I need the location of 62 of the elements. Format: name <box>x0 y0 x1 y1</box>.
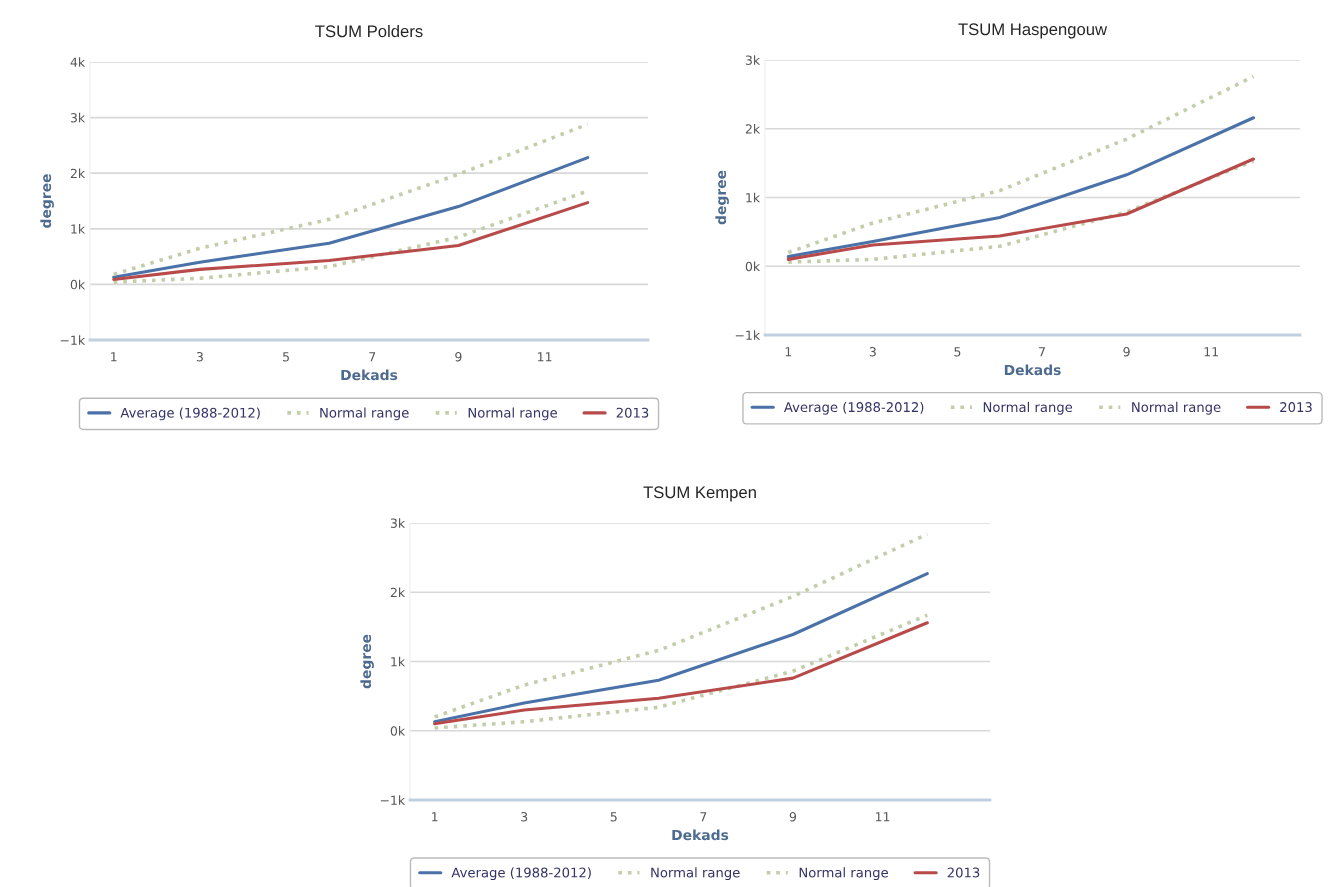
x-tick-label: 3 <box>196 352 203 362</box>
legend-label: Average (1988-2012) <box>120 407 260 421</box>
y-tick-label: 2k <box>70 168 86 178</box>
y-axis-title: degree <box>360 634 374 689</box>
legend-label: Normal range <box>468 407 557 421</box>
x-tick-label: 9 <box>789 812 797 822</box>
y-tick-label: 0k <box>390 726 406 736</box>
line-series <box>786 74 1256 255</box>
x-axis-title: Dekads <box>1004 364 1061 376</box>
x-axis-title: Dekads <box>672 829 729 841</box>
legend-label: Normal range <box>983 401 1073 415</box>
legend-label: Average (1988-2012) <box>783 401 924 415</box>
x-tick-label: 11 <box>1204 347 1218 357</box>
chart-title: TSUM Haspengouw <box>958 23 1108 39</box>
chart-title: TSUM Polders <box>315 24 423 38</box>
legend-label: 2013 <box>947 867 980 878</box>
y-tick-label: 2k <box>745 124 761 134</box>
x-tick-label: 7 <box>369 352 376 362</box>
x-tick-label: 5 <box>954 347 961 357</box>
legend-label: Normal range <box>320 407 409 421</box>
y-tick-label: 4k <box>70 57 86 67</box>
y-tick-label: −1k <box>60 335 86 345</box>
x-tick-label: 1 <box>111 352 117 362</box>
y-tick-label: 2k <box>390 587 406 597</box>
x-tick-label: 11 <box>875 812 890 822</box>
y-tick-label: 0k <box>70 279 86 290</box>
y-tick-label: 1k <box>391 656 406 667</box>
x-tick-label: 11 <box>538 352 552 362</box>
x-tick-label: 1 <box>432 812 438 822</box>
legend-label: Normal range <box>1132 401 1221 415</box>
y-tick-label: 3k <box>70 112 86 123</box>
line-series <box>112 156 590 279</box>
y-tick-label: 1k <box>71 224 86 234</box>
y-tick-label: 1k <box>746 192 761 203</box>
line-series <box>786 116 1256 259</box>
x-tick-label: 7 <box>1039 347 1045 357</box>
x-tick-label: 3 <box>521 812 528 822</box>
line-series <box>433 572 929 724</box>
x-tick-label: 9 <box>455 352 462 362</box>
y-tick-label: 3k <box>745 55 761 65</box>
x-tick-label: 3 <box>869 347 876 357</box>
line-series <box>112 201 590 281</box>
y-tick-label: 0k <box>745 261 761 272</box>
legend-label: 2013 <box>1280 402 1312 413</box>
y-tick-label: 3k <box>390 518 406 528</box>
line-series <box>432 532 930 719</box>
line-series <box>111 122 590 277</box>
y-tick-label: −1k <box>735 330 761 340</box>
legend-label: 2013 <box>616 407 649 418</box>
chart-title: TSUM Kempen <box>643 486 756 502</box>
x-tick-label: 9 <box>1123 347 1130 357</box>
legend-label: Normal range <box>651 867 740 881</box>
x-tick-label: 7 <box>700 812 707 822</box>
legend-label: Normal range <box>799 867 888 881</box>
y-axis-title: degree <box>40 174 54 228</box>
x-tick-label: 5 <box>283 352 289 362</box>
x-tick-label: 1 <box>785 347 792 357</box>
x-tick-label: 5 <box>610 812 617 822</box>
y-tick-label: −1k <box>380 795 406 805</box>
y-axis-title: degree <box>715 170 729 225</box>
legend-label: Average (1988-2012) <box>451 867 591 881</box>
x-axis-title: Dekads <box>341 369 398 381</box>
